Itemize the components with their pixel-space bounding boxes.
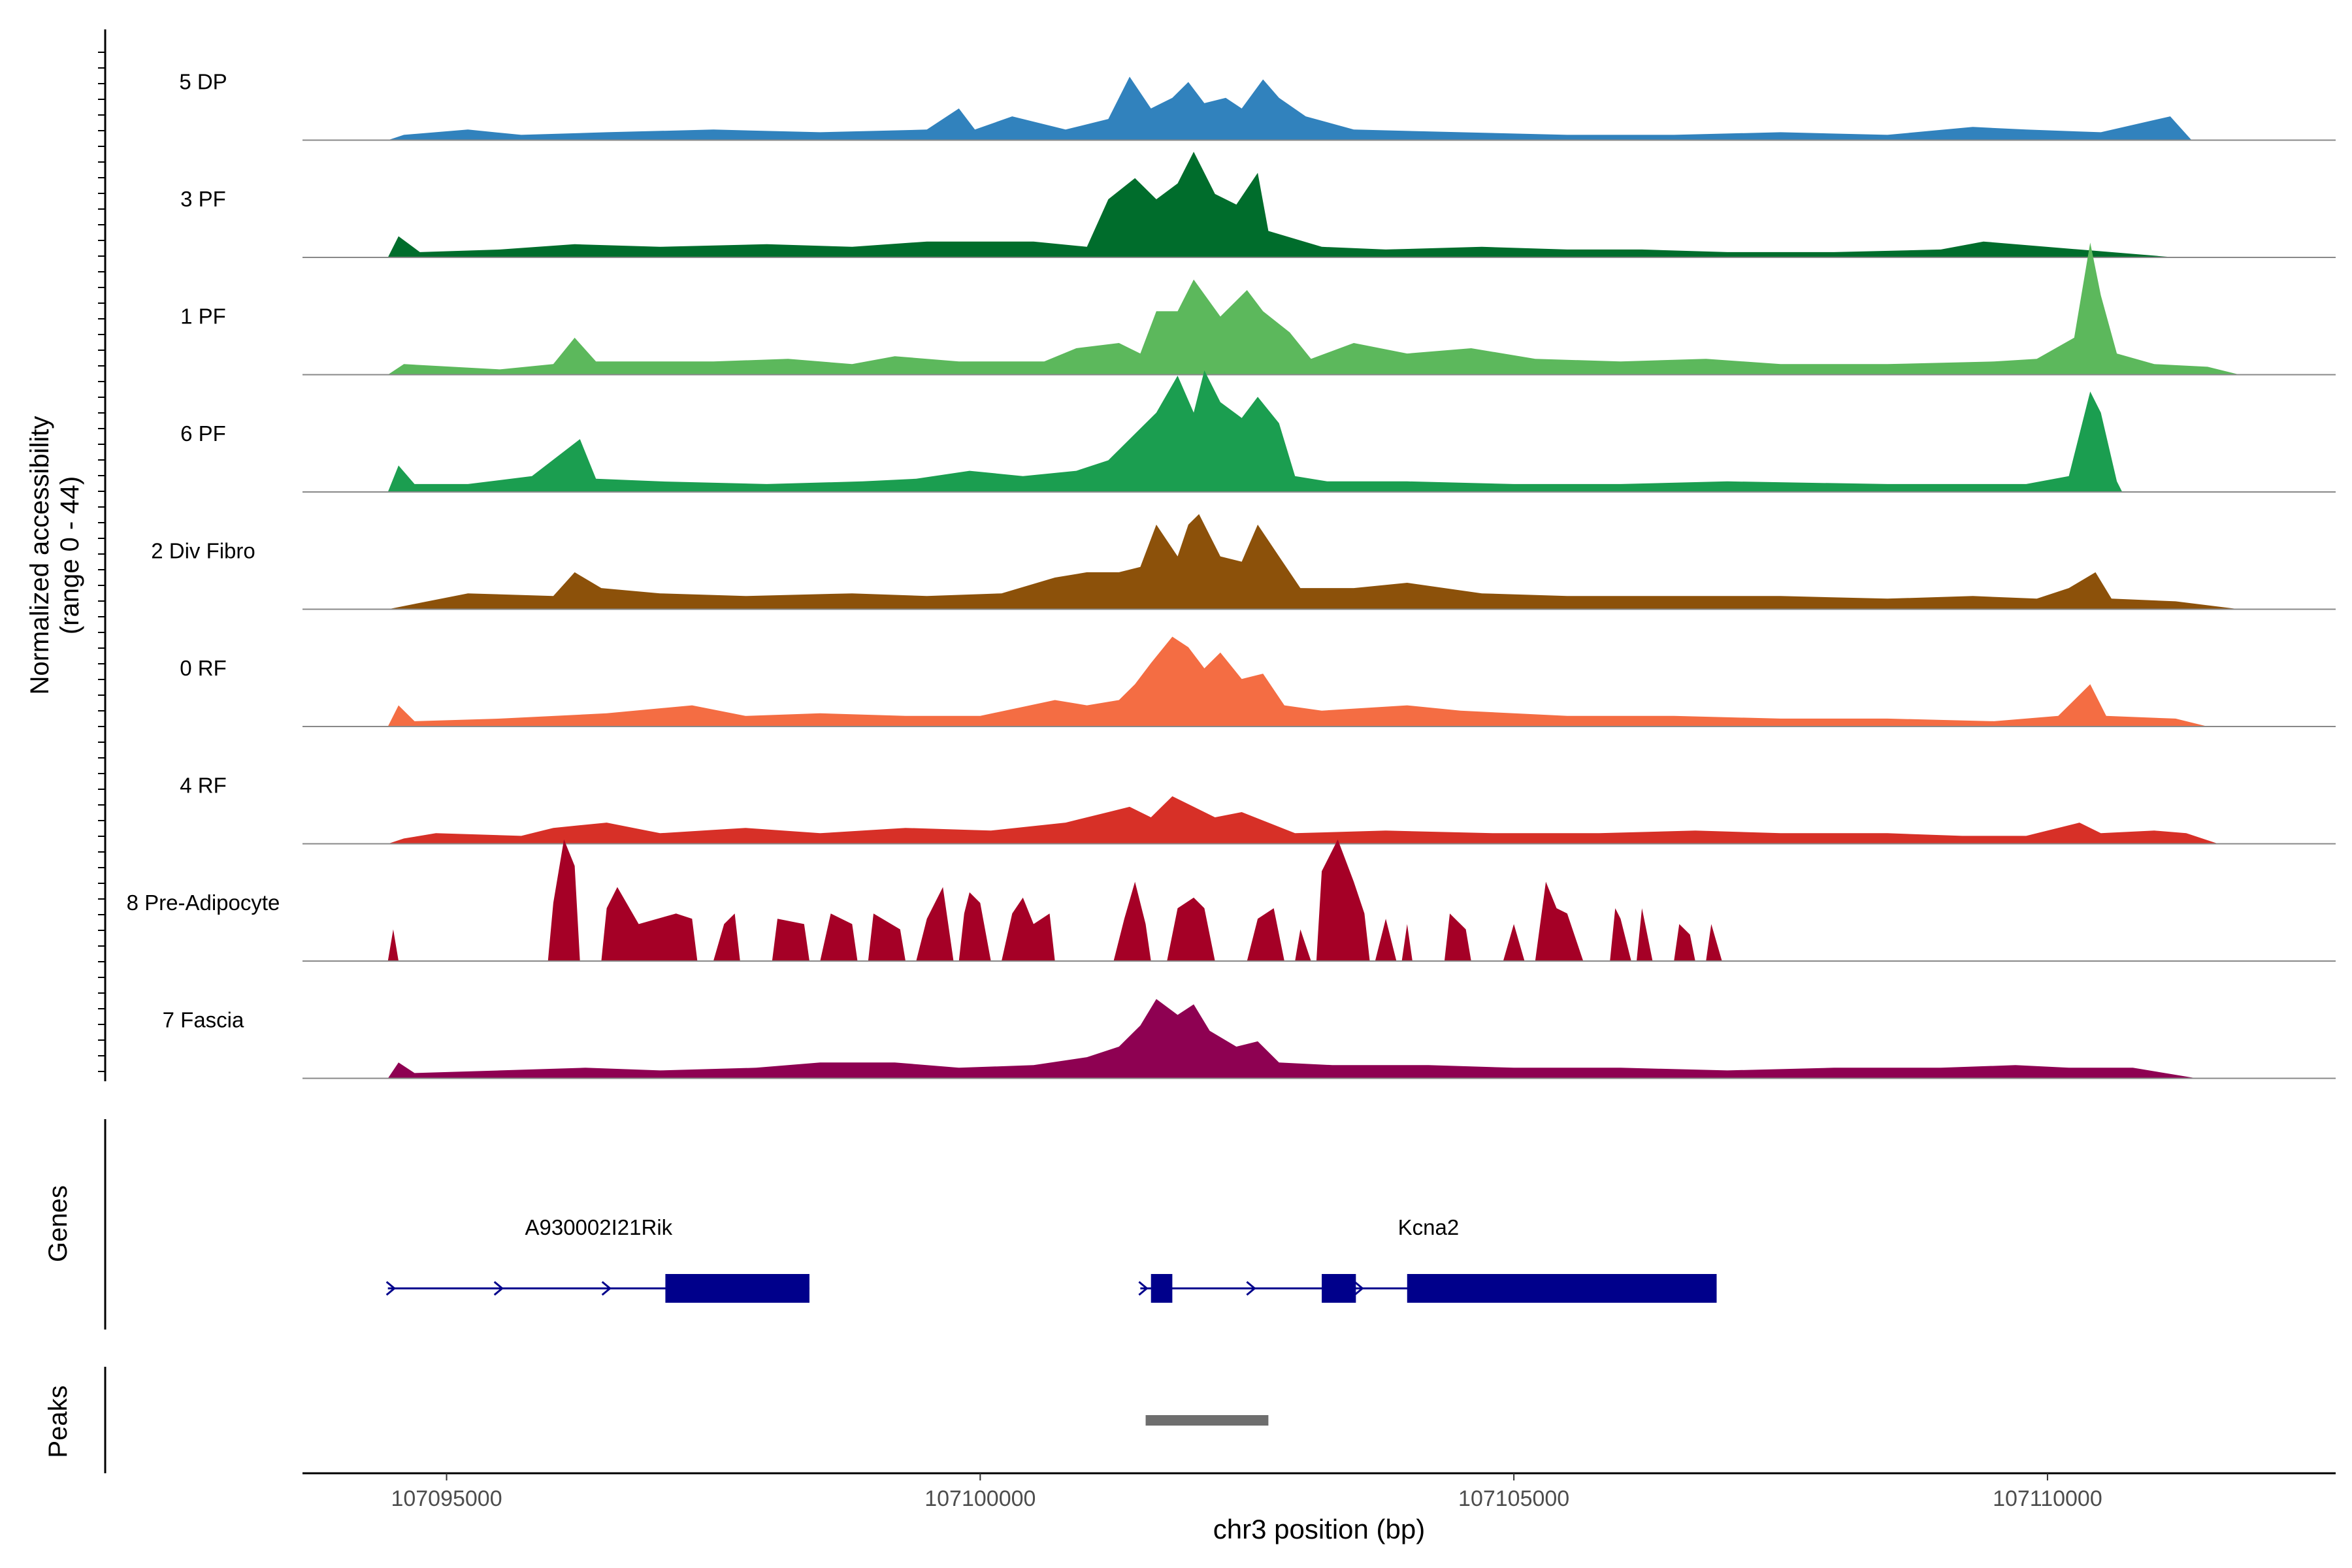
track-5-dp: 5 DP: [179, 70, 2336, 141]
x-tick-label: 107100000: [924, 1486, 1036, 1511]
accessibility-y-axis: [98, 29, 106, 1081]
track-0-rf: 0 RF: [180, 636, 2336, 727]
track-label: 4 RF: [180, 774, 227, 798]
track-label: 5 DP: [179, 70, 227, 94]
gene-a930002i21rik: A930002I21Rik: [385, 1215, 809, 1303]
coverage-area: [387, 152, 2176, 257]
strand-arrow-icon: [1354, 1281, 1364, 1296]
x-tick-label: 107105000: [1458, 1486, 1569, 1511]
coverage-area: [387, 796, 2219, 844]
track-1-pf: 1 PF: [180, 242, 2336, 376]
track-8-pre-adipocyte: 8 Pre-Adipocyte: [127, 839, 2336, 962]
peak-bar: [1145, 1415, 1269, 1426]
gene-label: A930002I21Rik: [525, 1215, 672, 1239]
track-label: 1 PF: [180, 304, 226, 329]
peaks-panel-label: Peaks: [44, 1385, 73, 1458]
coverage-area: [387, 242, 2240, 375]
track-label: 7 Fascia: [163, 1008, 244, 1032]
gene-exon: [1322, 1274, 1356, 1303]
track-3-pf: 3 PF: [180, 152, 2336, 258]
gene-exon: [1407, 1274, 1717, 1303]
coverage-area: [387, 514, 2240, 610]
gene-kcna2: Kcna2: [1138, 1215, 1717, 1303]
track-label: 2 Div Fibro: [151, 539, 255, 563]
track-6-pf: 6 PF: [180, 370, 2336, 493]
coverage-area: [387, 839, 1722, 961]
coverage-area: [387, 636, 2208, 727]
genes-panel: A930002I21Rik Kcna2: [104, 1119, 1717, 1330]
track-label: 3 PF: [180, 187, 226, 211]
x-tick-label: 107110000: [1993, 1486, 2102, 1511]
gene-exon: [1151, 1274, 1173, 1303]
track-2-div-fibro: 2 Div Fibro: [151, 514, 2336, 610]
coverage-area: [387, 76, 2192, 140]
strand-arrow-icon: [1138, 1281, 1149, 1296]
x-axis-title: chr3 position (bp): [1213, 1514, 1426, 1544]
genes-panel-label: Genes: [44, 1185, 73, 1262]
coverage-area: [387, 999, 2197, 1079]
y-axis-title: Normalized accessibility: [25, 416, 54, 695]
gene-label: Kcna2: [1398, 1215, 1460, 1239]
strand-arrow-icon: [601, 1281, 612, 1296]
track-7-fascia: 7 Fascia: [163, 999, 2336, 1079]
coverage-tracks: 5 DP 3 PF 1 PF 6 PF 2 Div Fibro 0 RF 4 RF 8 Pre…: [127, 70, 2336, 1079]
y-axis-range: (range 0 - 44): [56, 476, 84, 634]
strand-arrow-icon: [493, 1281, 504, 1296]
peaks-panel: [104, 1367, 1269, 1473]
strand-arrow-icon: [1246, 1281, 1256, 1296]
strand-arrow-icon: [385, 1281, 397, 1296]
position-x-axis: 107095000 107100000 107105000 107110000: [302, 1472, 2336, 1511]
coverage-area: [387, 370, 2123, 492]
track-label: 0 RF: [180, 656, 227, 680]
track-label: 8 Pre-Adipocyte: [127, 890, 280, 915]
gene-exon: [665, 1274, 809, 1303]
track-label: 6 PF: [180, 421, 226, 446]
x-tick-label: 107095000: [391, 1486, 502, 1511]
track-4-rf: 4 RF: [180, 774, 2336, 845]
